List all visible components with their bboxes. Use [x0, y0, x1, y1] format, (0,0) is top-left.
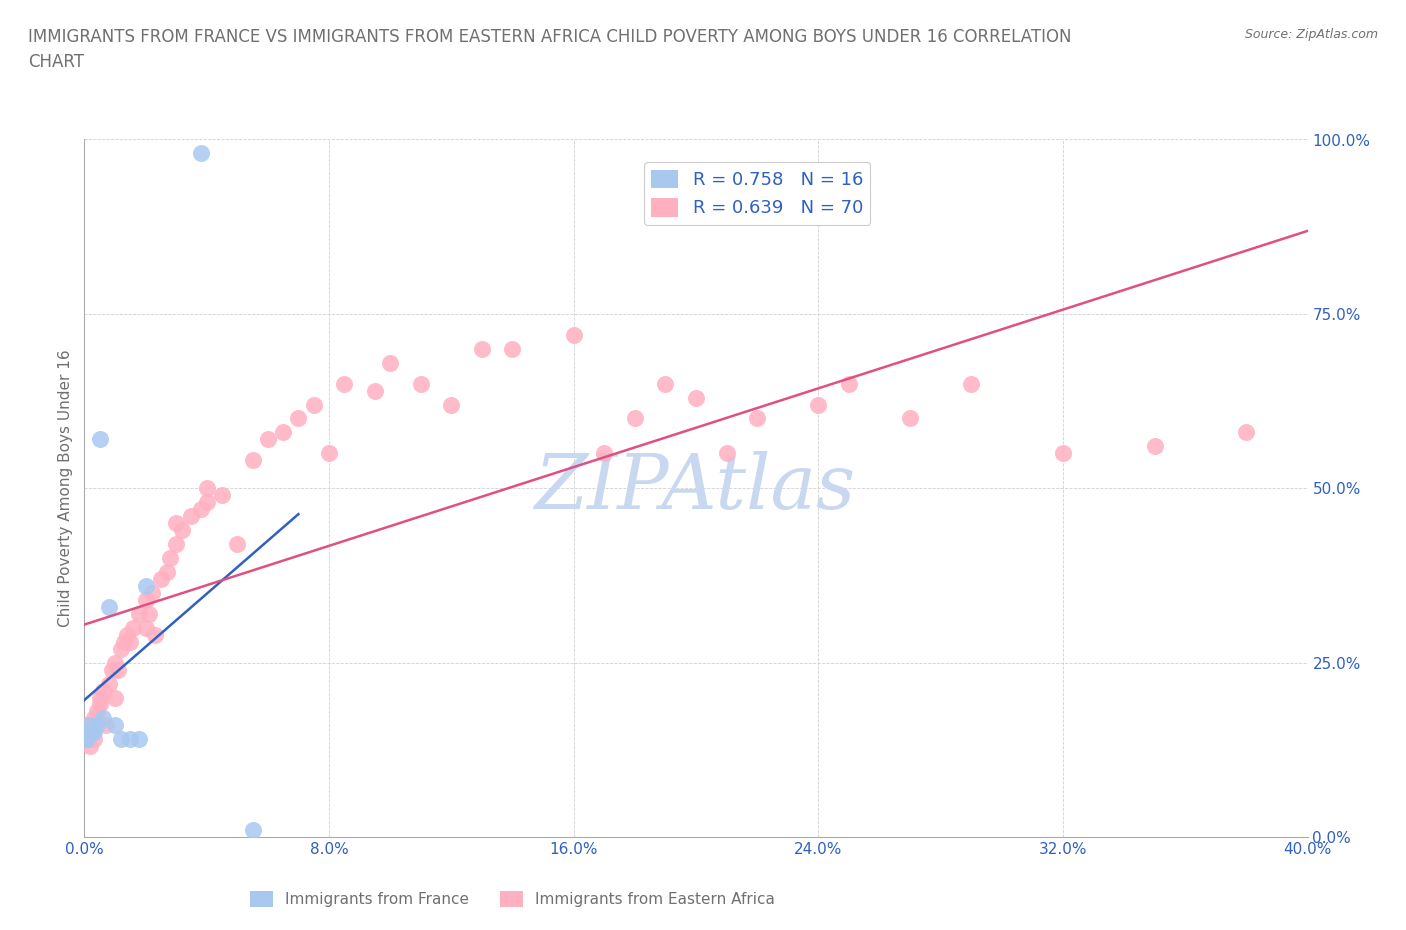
Point — [110, 642, 132, 657]
Point — [257, 432, 280, 447]
Point — [156, 565, 179, 579]
Point — [104, 655, 127, 670]
Point — [562, 327, 585, 342]
Point — [242, 823, 264, 837]
Point — [226, 537, 249, 551]
Point — [190, 502, 212, 517]
Legend: Immigrants from France, Immigrants from Eastern Africa: Immigrants from France, Immigrants from … — [245, 884, 780, 913]
Point — [287, 411, 309, 426]
Point — [112, 634, 135, 649]
Point — [76, 732, 98, 747]
Point — [104, 718, 127, 733]
Point — [83, 711, 105, 725]
Point — [807, 397, 830, 412]
Point — [898, 411, 921, 426]
Point — [135, 578, 157, 593]
Y-axis label: Child Poverty Among Boys Under 16: Child Poverty Among Boys Under 16 — [58, 350, 73, 627]
Point — [135, 620, 157, 635]
Point — [333, 376, 356, 391]
Text: ZIPAtlas: ZIPAtlas — [536, 451, 856, 525]
Point — [380, 355, 402, 370]
Point — [190, 146, 212, 161]
Point — [120, 732, 142, 747]
Point — [1143, 439, 1166, 454]
Point — [471, 341, 494, 356]
Point — [86, 718, 108, 733]
Point — [84, 718, 107, 733]
Point — [77, 718, 100, 733]
Point — [165, 537, 187, 551]
Point — [79, 718, 101, 733]
Point — [94, 718, 117, 733]
Point — [97, 676, 120, 691]
Point — [77, 725, 100, 740]
Point — [76, 718, 98, 733]
Point — [501, 341, 523, 356]
Point — [685, 391, 707, 405]
Point — [364, 383, 387, 398]
Point — [79, 725, 101, 740]
Point — [242, 453, 264, 468]
Point — [593, 446, 616, 461]
Point — [302, 397, 325, 412]
Point — [838, 376, 860, 391]
Point — [89, 690, 111, 705]
Point — [960, 376, 983, 391]
Point — [75, 725, 97, 740]
Point — [75, 732, 97, 747]
Point — [211, 487, 233, 502]
Point — [716, 446, 738, 461]
Point — [143, 628, 166, 643]
Text: Source: ZipAtlas.com: Source: ZipAtlas.com — [1244, 28, 1378, 41]
Point — [195, 495, 218, 510]
Point — [86, 704, 108, 719]
Point — [1052, 446, 1074, 461]
Text: IMMIGRANTS FROM FRANCE VS IMMIGRANTS FROM EASTERN AFRICA CHILD POVERTY AMONG BOY: IMMIGRANTS FROM FRANCE VS IMMIGRANTS FRO… — [28, 28, 1071, 71]
Point — [1234, 425, 1257, 440]
Point — [83, 732, 105, 747]
Point — [89, 698, 111, 712]
Point — [141, 586, 163, 601]
Point — [97, 600, 120, 615]
Point — [110, 732, 132, 747]
Point — [104, 690, 127, 705]
Point — [122, 620, 145, 635]
Point — [409, 376, 432, 391]
Point — [149, 571, 172, 587]
Point — [165, 515, 187, 530]
Point — [172, 523, 194, 538]
Point — [128, 606, 150, 621]
Point — [135, 592, 157, 607]
Point — [79, 738, 101, 753]
Point — [107, 662, 129, 677]
Point — [440, 397, 463, 412]
Point — [83, 725, 105, 740]
Point — [180, 509, 202, 524]
Point — [120, 634, 142, 649]
Point — [654, 376, 676, 391]
Point — [89, 432, 111, 447]
Point — [115, 628, 138, 643]
Point — [745, 411, 768, 426]
Point — [91, 711, 114, 725]
Point — [80, 725, 103, 740]
Point — [138, 606, 160, 621]
Point — [128, 732, 150, 747]
Point — [195, 481, 218, 496]
Point — [91, 683, 114, 698]
Point — [271, 425, 294, 440]
Point — [101, 662, 124, 677]
Point — [318, 446, 340, 461]
Point — [159, 551, 181, 565]
Point — [76, 732, 98, 747]
Point — [624, 411, 647, 426]
